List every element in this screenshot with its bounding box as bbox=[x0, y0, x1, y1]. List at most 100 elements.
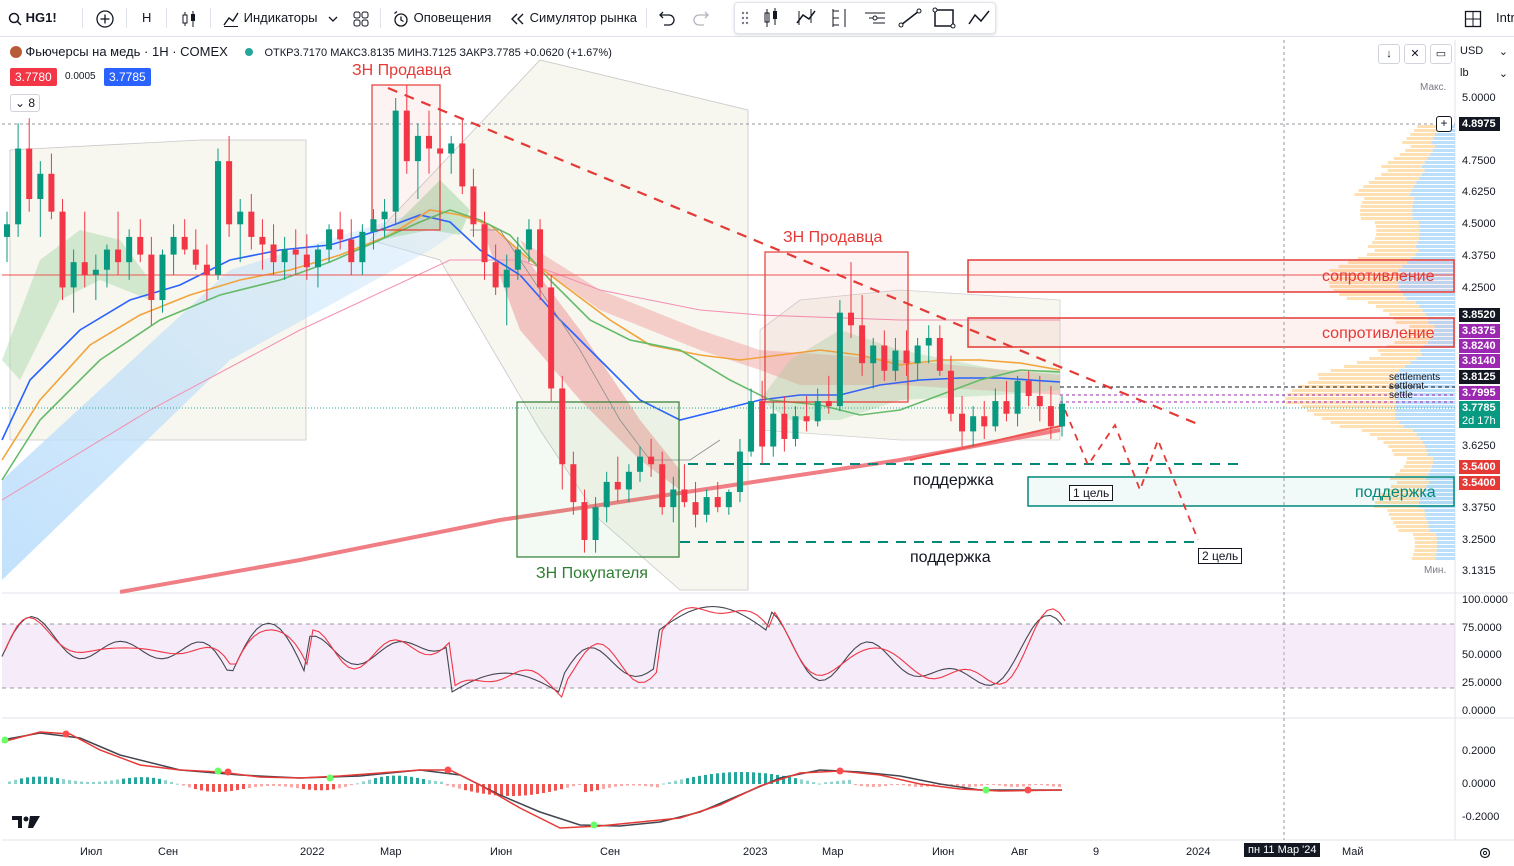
resistance-box[interactable] bbox=[967, 317, 1455, 348]
redo-button[interactable] bbox=[692, 6, 710, 30]
candle-body bbox=[215, 161, 221, 275]
volume-profile-bar bbox=[1395, 389, 1455, 392]
macd-histogram-bar bbox=[26, 777, 29, 784]
macd-histogram-bar bbox=[350, 784, 353, 786]
target-label[interactable]: 1 цель bbox=[1069, 485, 1114, 501]
buyer-zone-label[interactable]: ЗН Покупателя bbox=[536, 565, 648, 582]
horizontal-ray-icon[interactable] bbox=[865, 12, 885, 24]
max-label: Макс. bbox=[1420, 82, 1447, 93]
macd-tick: 0.0000 bbox=[1462, 778, 1496, 790]
volume-profile-bar bbox=[1366, 253, 1416, 256]
macd-histogram-bar bbox=[548, 784, 551, 792]
volume-profile-bar bbox=[1390, 517, 1427, 520]
downtrend-line[interactable] bbox=[387, 86, 1201, 427]
volume-profile-bar bbox=[1343, 365, 1406, 368]
ask-price-button[interactable]: 3.7785 bbox=[104, 68, 151, 86]
countdown-tag: 2d 17h bbox=[1459, 414, 1500, 428]
interval-button[interactable]: H bbox=[142, 10, 152, 25]
time-tick: 2022 bbox=[300, 846, 325, 858]
time-tick: Сен bbox=[158, 846, 179, 858]
rising-support-line[interactable] bbox=[909, 424, 1066, 461]
macd-histogram-bar bbox=[110, 780, 113, 784]
support-label[interactable]: поддержка bbox=[1355, 484, 1436, 501]
unit-select[interactable]: lb ⌄ bbox=[1460, 67, 1508, 80]
candle-body bbox=[492, 262, 499, 288]
candle-body bbox=[314, 249, 321, 268]
macd-histogram-bar bbox=[650, 784, 653, 787]
close-pane-button[interactable]: ✕ bbox=[1404, 44, 1426, 64]
volume-profile-bar bbox=[1410, 133, 1435, 136]
macd-histogram-bar bbox=[122, 778, 125, 784]
symbol-search-button[interactable]: HG1! bbox=[8, 6, 57, 30]
drawing-toolbar bbox=[734, 2, 996, 34]
macd-histogram-bar bbox=[1010, 784, 1013, 787]
macd-histogram-bar bbox=[494, 784, 497, 796]
volume-profile-bar bbox=[1412, 213, 1455, 216]
indicators-button[interactable]: Индикаторы bbox=[222, 6, 318, 30]
support-label[interactable]: поддержка bbox=[913, 472, 994, 489]
candle-body bbox=[259, 236, 266, 245]
candle-body bbox=[348, 239, 355, 263]
maximize-button[interactable]: ▭ bbox=[1430, 44, 1452, 64]
add-alert-plus-icon[interactable]: + bbox=[1436, 116, 1452, 132]
templates-button[interactable] bbox=[352, 6, 370, 30]
candle-body bbox=[836, 312, 843, 407]
bars-tool-icon[interactable] bbox=[796, 9, 816, 25]
market-simulator-button[interactable]: Симулятор рынка bbox=[508, 6, 637, 30]
volume-profile-bar bbox=[1433, 457, 1455, 460]
volume-profile-bar bbox=[1426, 517, 1455, 520]
projection-path[interactable] bbox=[1064, 409, 1199, 541]
resistance-label[interactable]: сопротивление bbox=[1322, 268, 1435, 285]
volume-profile-bar bbox=[1431, 141, 1455, 144]
macd-histogram-bar bbox=[830, 781, 833, 784]
alerts-button[interactable]: Оповещения bbox=[392, 6, 491, 30]
price-tick: 3.2500 bbox=[1462, 534, 1496, 546]
seller-zone-label[interactable]: ЗН Продавца bbox=[352, 62, 452, 79]
volume-profile-bar bbox=[1388, 513, 1426, 516]
volume-profile-bar bbox=[1333, 289, 1401, 292]
indicators-toggle[interactable]: ⌄ 8 bbox=[10, 94, 41, 112]
resistance-box[interactable] bbox=[967, 259, 1455, 293]
drag-handle-icon[interactable] bbox=[741, 11, 749, 25]
simulator-label: Симулятор рынка bbox=[529, 10, 638, 25]
candles-tool-icon[interactable] bbox=[764, 8, 777, 27]
target-label[interactable]: 2 цель bbox=[1198, 548, 1243, 564]
settings-gear-icon[interactable] bbox=[1478, 846, 1492, 860]
support-label[interactable]: поддержка bbox=[910, 549, 991, 566]
macd-histogram-bar bbox=[458, 784, 461, 789]
volume-profile-bar bbox=[1430, 337, 1455, 340]
fib-tool-icon[interactable] bbox=[832, 9, 846, 27]
layout-button[interactable] bbox=[1464, 6, 1482, 30]
add-symbol-button[interactable] bbox=[95, 6, 115, 30]
path-tool-icon[interactable] bbox=[968, 10, 990, 25]
last-price-tag: 3.7785 bbox=[1459, 401, 1500, 415]
symbol-legend[interactable]: Фьючерсы на медь · 1Н · COMEX ОТКР3.7170… bbox=[10, 44, 612, 59]
volume-profile-bar bbox=[1393, 453, 1428, 456]
macd-histogram-bar bbox=[1004, 784, 1007, 787]
trend-line-icon[interactable] bbox=[898, 8, 922, 28]
volume-profile-bar bbox=[1367, 301, 1416, 304]
currency-select[interactable]: USD ⌄ bbox=[1460, 45, 1508, 58]
candle-body bbox=[781, 413, 788, 439]
bid-price-button[interactable]: 3.7780 bbox=[10, 68, 57, 86]
candle-body bbox=[1059, 403, 1065, 427]
macd-tick: -0.2000 bbox=[1462, 811, 1500, 823]
undo-button[interactable] bbox=[658, 6, 676, 30]
volume-profile-bar bbox=[1367, 245, 1416, 248]
seller-zone-label[interactable]: ЗН Продавца bbox=[783, 229, 883, 246]
rectangle-tool-icon[interactable] bbox=[932, 7, 956, 29]
macd-histogram-bar bbox=[836, 781, 839, 784]
chart-type-button[interactable] bbox=[180, 6, 198, 30]
macd-histogram-bar bbox=[872, 784, 875, 787]
scroll-down-button[interactable]: ↓ bbox=[1378, 44, 1400, 64]
tradingview-logo[interactable] bbox=[12, 814, 40, 833]
macd-histogram-bar bbox=[386, 775, 389, 784]
macd-histogram-bar bbox=[236, 784, 239, 791]
intraday-label: Intr bbox=[1496, 10, 1514, 25]
resistance-label[interactable]: сопротивление bbox=[1322, 325, 1435, 342]
search-icon bbox=[8, 12, 22, 26]
indicators-dropdown[interactable] bbox=[328, 6, 338, 30]
macd-histogram-bar bbox=[956, 784, 959, 787]
macd-histogram-bar bbox=[734, 772, 737, 784]
